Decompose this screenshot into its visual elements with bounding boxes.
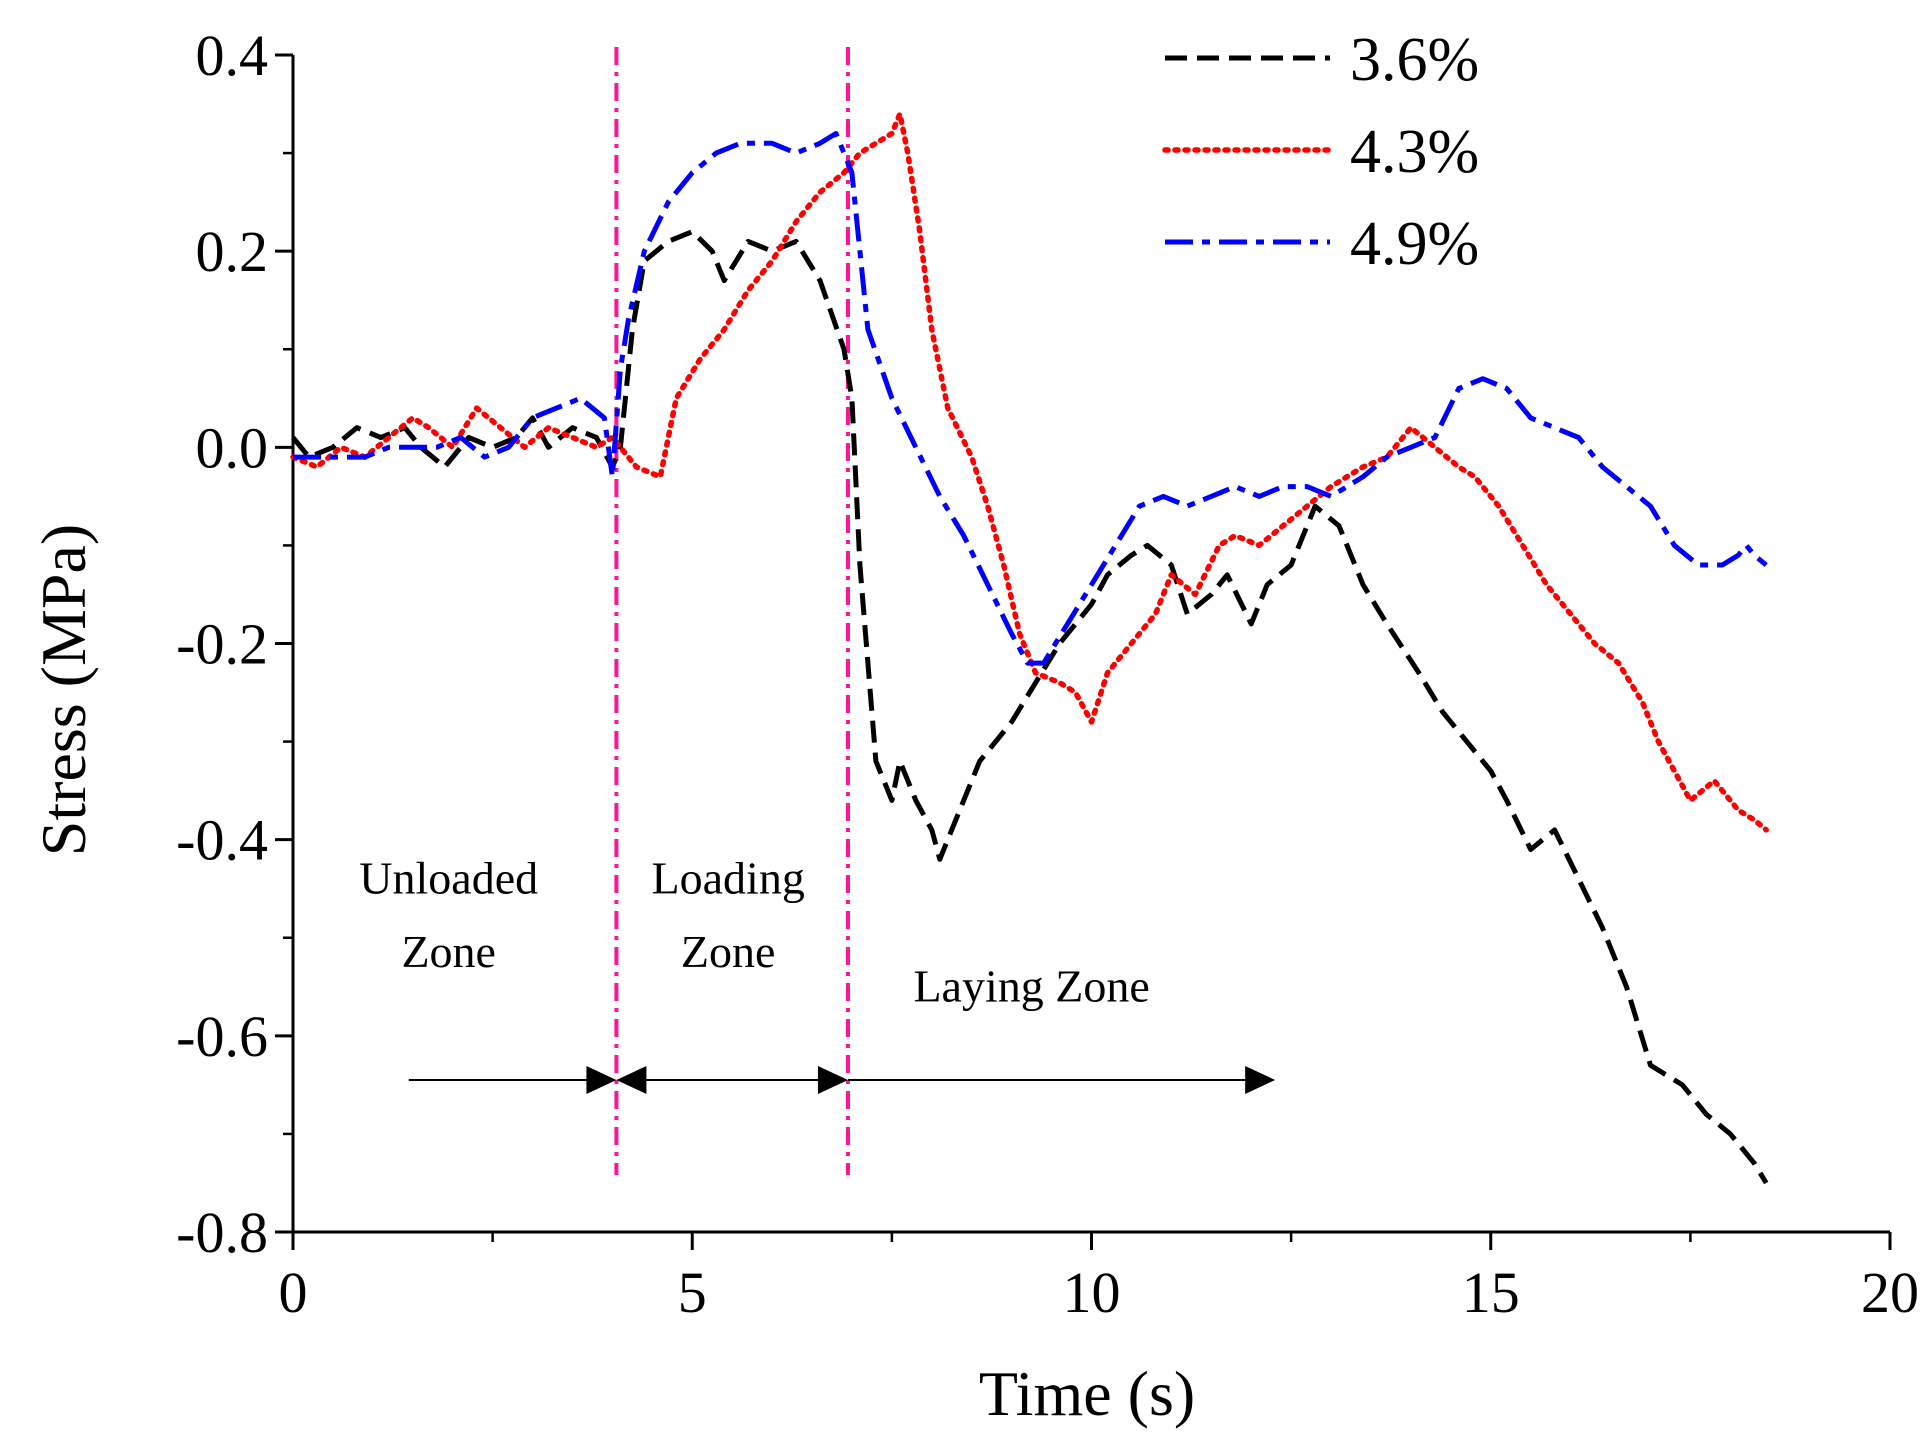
y-tick-label: 0.2 xyxy=(196,219,269,284)
y-tick-label: -0.8 xyxy=(176,1200,268,1265)
y-tick-label: -0.2 xyxy=(176,612,268,677)
legend-label-3.6%: 3.6% xyxy=(1350,26,1479,94)
zone-label-3: Laying Zone xyxy=(913,961,1149,1012)
y-tick-label: -0.6 xyxy=(176,1004,268,1069)
x-tick-label: 5 xyxy=(678,1260,707,1325)
zone-annotations: Unloaded Zone Loading Zone Laying Zone xyxy=(359,853,1276,1094)
zone-arrowhead-1 xyxy=(586,1065,617,1094)
reference-lines xyxy=(614,47,850,1175)
series-line-3.6% xyxy=(291,229,1769,1185)
y-tick-label: 0.0 xyxy=(196,415,269,480)
x-tick-label: 15 xyxy=(1462,1260,1520,1325)
zone-label-1: Zone xyxy=(401,926,496,977)
y-tick-label: -0.4 xyxy=(176,808,268,873)
series-line-4.9% xyxy=(293,131,1768,666)
x-axis-title: Time (s) xyxy=(979,1358,1195,1429)
series-line-4.3% xyxy=(290,111,1769,833)
axes: 0 5 10 15 20 0.4 0.2 0.0 -0.2 -0.4 -0.6 -0.8 xyxy=(176,23,1919,1325)
x-tick-label: 10 xyxy=(1063,1260,1121,1325)
x-tick-label: 20 xyxy=(1861,1260,1919,1325)
y-axis-title: Stress (MPa) xyxy=(28,524,99,856)
legend-label-4.9%: 4.9% xyxy=(1350,210,1479,278)
y-tick-label: 0.4 xyxy=(196,23,269,88)
zone-arrowhead-3 xyxy=(1245,1065,1276,1094)
zone-label-1: Unloaded xyxy=(359,853,538,904)
x-tick-label: 0 xyxy=(279,1260,308,1325)
data-series xyxy=(290,111,1769,1185)
zone-arrowhead-left xyxy=(616,1065,647,1094)
legend: 3.6% 4.3% 4.9% xyxy=(1162,26,1479,278)
legend-label-4.3%: 4.3% xyxy=(1350,118,1479,186)
zone-label-2: Zone xyxy=(681,926,776,977)
zone-label-2: Loading xyxy=(652,853,805,904)
zone-arrowhead-right xyxy=(817,1065,848,1094)
